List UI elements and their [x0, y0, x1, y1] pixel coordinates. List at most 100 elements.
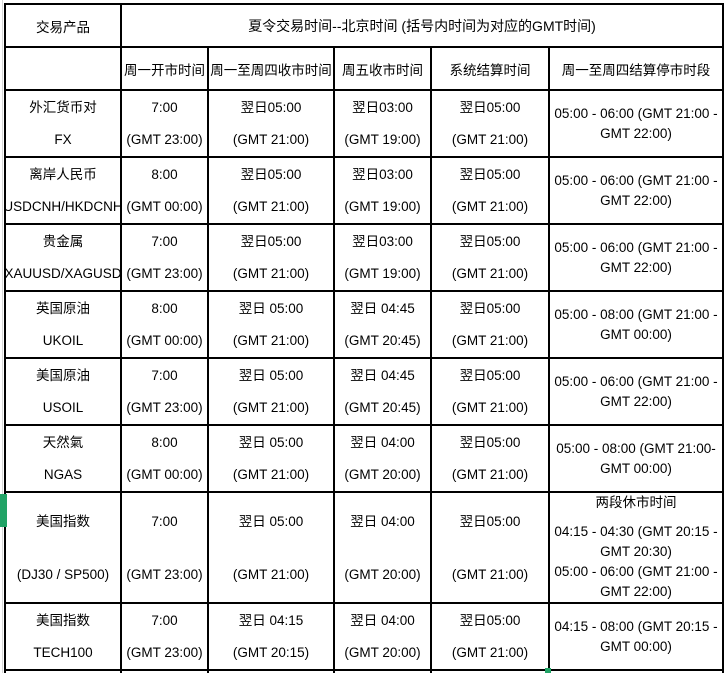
- product-code: TECH100: [33, 644, 93, 660]
- selection-fill-handle-icon[interactable]: [545, 668, 551, 673]
- settlement-cell[interactable]: 翌日05:00 (GMT 21:00): [430, 223, 550, 292]
- close-fri-cell[interactable]: 翌日03:00 (GMT 19:00): [333, 223, 432, 292]
- settlement-cell[interactable]: 翌日05:00 (GMT 21:00): [430, 89, 550, 158]
- table-row: 天然氣 NGAS 8:00 (GMT 00:00) 翌日 05:00 (GMT …: [4, 424, 725, 493]
- close-mon-thu-cell[interactable]: 翌日05:00 (GMT 21:00): [207, 223, 335, 292]
- table-row: 英国原油 UKOIL 8:00 (GMT 00:00) 翌日 05:00 (GM…: [4, 290, 725, 359]
- subheader-close-mon-thu[interactable]: 周一至周四收市时间: [207, 46, 335, 91]
- product-cell[interactable]: 美国原油 USOIL: [4, 357, 122, 426]
- close-mon-thu-time: 翌日05:00: [240, 234, 302, 250]
- open-time: 7:00: [151, 100, 178, 116]
- open-time: 7:00: [151, 613, 178, 629]
- settlement-cell[interactable]: 翌日05:00 (GMT 21:00): [430, 290, 550, 359]
- settlement-cell[interactable]: 翌日05:00 (GMT 21:00): [430, 156, 550, 225]
- left-gridline: [2, 0, 3, 673]
- product-cell[interactable]: 美国指数 TECH100: [4, 602, 122, 671]
- close-fri-gmt: (GMT 19:00): [344, 265, 421, 281]
- open-time-cell[interactable]: 8:00 (GMT 00:00): [120, 290, 209, 359]
- settlement-cell[interactable]: 翌日05:00 (GMT 21:00): [430, 357, 550, 426]
- open-time-gmt: (GMT 00:00): [126, 332, 203, 348]
- product-name: 外汇货币对: [29, 100, 97, 116]
- close-mon-thu-gmt: (GMT 21:00): [232, 399, 310, 415]
- subheader-open-time[interactable]: 周一开市时间: [120, 46, 209, 91]
- close-fri-time: 翌日03:00: [352, 100, 413, 116]
- partial-cell[interactable]: [4, 669, 122, 673]
- product-cell[interactable]: 贵金属 XAUUSD/XAGUSD: [4, 223, 122, 292]
- main-header-cell[interactable]: 夏令交易时间--北京时间 (括号内时间为对应的GMT时间): [119, 3, 725, 48]
- close-fri-cell[interactable]: 翌日 04:45 (GMT 20:45): [333, 357, 432, 426]
- open-time-cell[interactable]: 7:00 (GMT 23:00): [120, 357, 209, 426]
- settlement-cell[interactable]: 翌日05:00 (GMT 21:00): [430, 424, 550, 493]
- settlement-time: 翌日05:00: [459, 301, 521, 317]
- close-fri-cell[interactable]: 翌日03:00 (GMT 19:00): [333, 89, 432, 158]
- settlement-gmt: (GMT 21:00): [451, 399, 529, 415]
- open-time-cell[interactable]: 7:00 (GMT 23:00): [120, 223, 209, 292]
- settlement-time: 翌日05:00: [459, 234, 521, 250]
- halt-period-cell[interactable]: 04:15 - 08:00 (GMT 20:15 - GMT 00:00): [547, 602, 725, 671]
- partial-cell[interactable]: [120, 669, 209, 673]
- close-mon-thu-time: 翌日 05:00: [238, 435, 304, 451]
- halt-period-cell[interactable]: 05:00 - 06:00 (GMT 21:00 - GMT 22:00): [547, 357, 725, 426]
- open-time-cell[interactable]: 7:00 (GMT 23:00): [120, 491, 209, 604]
- close-mon-thu-cell[interactable]: 翌日 04:15 (GMT 20:15): [207, 602, 335, 671]
- settlement-time: 翌日05:00: [459, 435, 521, 451]
- halt-range-1: 05:00 - 06:00 (GMT 21:00 - GMT 22:00): [554, 239, 718, 275]
- partial-cell[interactable]: [333, 669, 432, 673]
- open-time-cell[interactable]: 7:00 (GMT 23:00): [120, 602, 209, 671]
- halt-period-cell[interactable]: 05:00 - 06:00 (GMT 21:00 - GMT 22:00): [547, 156, 725, 225]
- close-mon-thu-cell[interactable]: 翌日 05:00 (GMT 21:00): [207, 290, 335, 359]
- halt-period-cell[interactable]: 两段休市时间 04:15 - 04:30 (GMT 20:15 - GMT 20…: [547, 491, 725, 604]
- product-cell[interactable]: 离岸人民币 USDCNH/HKDCNH: [4, 156, 122, 225]
- subheader-halt-period[interactable]: 周一至周四结算停市时段: [547, 46, 725, 91]
- partial-cell[interactable]: [207, 669, 335, 673]
- close-fri-cell[interactable]: 翌日03:00 (GMT 19:00): [333, 156, 432, 225]
- product-code: (DJ30 / SP500): [16, 566, 110, 582]
- close-fri-cell[interactable]: 翌日 04:00 (GMT 20:00): [333, 602, 432, 671]
- close-mon-thu-cell[interactable]: 翌日 05:00 (GMT 21:00): [207, 424, 335, 493]
- close-fri-time: 翌日03:00: [352, 167, 413, 183]
- close-fri-gmt: (GMT 19:00): [344, 131, 421, 147]
- close-mon-thu-cell[interactable]: 翌日 05:00 (GMT 21:00): [207, 491, 335, 604]
- product-code: NGAS: [43, 466, 83, 482]
- product-cell[interactable]: 美国指数 (DJ30 / SP500): [4, 491, 122, 604]
- settlement-gmt: (GMT 21:00): [451, 265, 529, 281]
- close-fri-gmt: (GMT 20:00): [344, 466, 421, 482]
- product-code: XAUUSD/XAGUSD: [5, 265, 121, 281]
- corner-header-cell[interactable]: 交易产品: [4, 3, 122, 48]
- close-mon-thu-time: 翌日 04:15: [238, 613, 304, 629]
- halt-period-cell[interactable]: 05:00 - 08:00 (GMT 21:00 - GMT 00:00): [547, 290, 725, 359]
- close-mon-thu-time: 翌日 05:00: [238, 301, 304, 317]
- halt-period-cell[interactable]: 05:00 - 08:00 (GMT 21:00- GMT 00:00): [547, 424, 725, 493]
- trading-hours-table: 交易产品 夏令交易时间--北京时间 (括号内时间为对应的GMT时间) 周一开市时…: [4, 3, 725, 673]
- subheader-settlement[interactable]: 系统结算时间: [430, 46, 550, 91]
- close-mon-thu-cell[interactable]: 翌日 05:00 (GMT 21:00): [207, 357, 335, 426]
- close-mon-thu-cell[interactable]: 翌日05:00 (GMT 21:00): [207, 156, 335, 225]
- close-fri-cell[interactable]: 翌日 04:00 (GMT 20:00): [333, 424, 432, 493]
- close-mon-thu-time: 翌日05:00: [240, 167, 302, 183]
- close-fri-gmt: (GMT 20:45): [344, 399, 421, 415]
- halt-period-cell[interactable]: 05:00 - 06:00 (GMT 21:00 - GMT 22:00): [547, 223, 725, 292]
- table-row: 美国原油 USOIL 7:00 (GMT 23:00) 翌日 05:00 (GM…: [4, 357, 725, 426]
- product-cell[interactable]: 英国原油 UKOIL: [4, 290, 122, 359]
- settlement-cell[interactable]: 翌日05:00 (GMT 21:00): [430, 491, 550, 604]
- subheader-close-fri[interactable]: 周五收市时间: [333, 46, 432, 91]
- corner-empty-cell[interactable]: [4, 46, 122, 91]
- settlement-cell[interactable]: 翌日05:00 (GMT 21:00): [430, 602, 550, 671]
- halt-period-cell[interactable]: 05:00 - 06:00 (GMT 21:00 - GMT 22:00): [547, 89, 725, 158]
- halt-heading: 两段休市时间: [595, 495, 677, 510]
- close-fri-cell[interactable]: 翌日 04:45 (GMT 20:45): [333, 290, 432, 359]
- product-cell[interactable]: 外汇货币对 FX: [4, 89, 122, 158]
- open-time-gmt: (GMT 23:00): [126, 644, 203, 660]
- table-row: 离岸人民币 USDCNH/HKDCNH 8:00 (GMT 00:00) 翌日0…: [4, 156, 725, 225]
- close-mon-thu-cell[interactable]: 翌日05:00 (GMT 21:00): [207, 89, 335, 158]
- product-name: 美国原油: [36, 368, 90, 384]
- halt-range-1: 05:00 - 06:00 (GMT 21:00 - GMT 22:00): [554, 172, 718, 208]
- close-fri-cell[interactable]: 翌日 04:00 (GMT 20:00): [333, 491, 432, 604]
- open-time-cell[interactable]: 8:00 (GMT 00:00): [120, 156, 209, 225]
- close-fri-gmt: (GMT 20:00): [344, 644, 421, 660]
- close-fri-time: 翌日 04:00: [350, 613, 415, 629]
- product-cell[interactable]: 天然氣 NGAS: [4, 424, 122, 493]
- open-time-cell[interactable]: 8:00 (GMT 00:00): [120, 424, 209, 493]
- close-fri-time: 翌日 04:00: [350, 435, 415, 451]
- open-time-cell[interactable]: 7:00 (GMT 23:00): [120, 89, 209, 158]
